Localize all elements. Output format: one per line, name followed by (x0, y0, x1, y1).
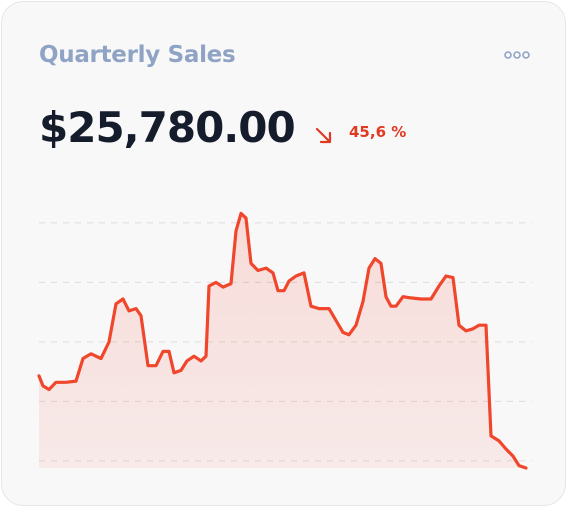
change-percent: 45,6 % (349, 123, 407, 141)
down-arrow-icon (315, 127, 332, 144)
sales-line (37, 211, 528, 470)
sales-amount: $25,780.00 (39, 103, 296, 152)
area-fill (39, 213, 526, 468)
card-title: Quarterly Sales (39, 42, 236, 68)
more-menu[interactable] (504, 50, 530, 60)
